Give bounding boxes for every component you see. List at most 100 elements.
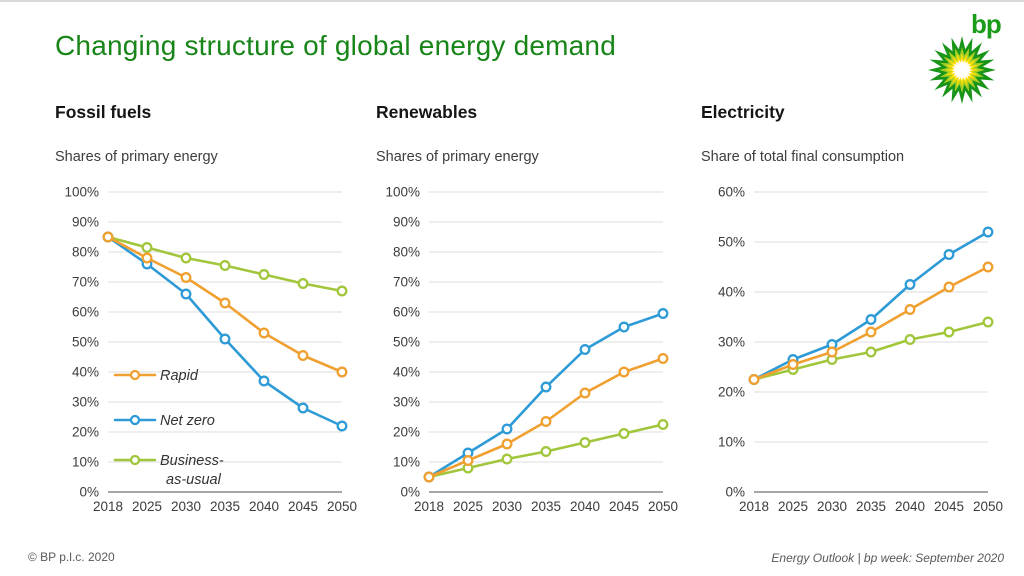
x-axis-tick-label: 2045 [288,499,318,514]
data-point-marker [258,269,270,280]
x-axis-tick-label: 2050 [973,499,1003,514]
y-axis-tick-label: 50% [718,235,745,250]
x-axis-tick-label: 2035 [531,499,561,514]
x-axis-tick-label: 2025 [132,499,162,514]
x-axis-tick-label: 2030 [171,499,201,514]
data-point-marker [787,359,799,370]
data-point-marker [219,333,231,345]
x-axis-tick-label: 2030 [492,499,522,514]
x-axis-tick-label: 2045 [934,499,964,514]
x-axis-tick-label: 2018 [739,499,769,514]
y-axis-tick-label: 0% [400,485,420,500]
y-axis-tick-label: 0% [79,485,99,500]
x-axis-tick-label: 2025 [778,499,808,514]
data-point-marker [579,344,591,355]
data-point-marker [423,471,435,483]
data-point-marker [982,316,994,328]
data-point-marker [501,438,513,450]
x-axis-tick-label: 2035 [210,499,240,514]
x-axis-tick-label: 2050 [327,499,357,514]
y-axis-tick-label: 60% [72,305,99,320]
data-point-marker [618,321,630,333]
y-axis-tick-label: 60% [393,305,420,320]
data-point-marker [982,226,994,238]
y-axis-tick-label: 20% [393,425,420,440]
x-axis-tick-label: 2045 [609,499,639,514]
data-point-marker [865,346,877,358]
y-axis-tick-label: 50% [393,335,420,350]
y-axis-tick-label: 30% [72,395,99,410]
data-point-marker [336,420,348,432]
data-point-marker [219,260,231,271]
data-point-marker [657,353,669,364]
data-point-marker [904,304,916,315]
data-point-marker [180,252,192,264]
data-point-marker [943,281,955,293]
x-axis-tick-label: 2035 [856,499,886,514]
data-point-marker [501,423,513,435]
y-axis-tick-label: 80% [393,245,420,260]
data-point-marker [336,285,348,297]
chart-subtitle: Shares of primary energy [376,149,539,165]
data-point-marker [943,326,955,338]
y-axis-tick-label: 10% [72,455,99,470]
data-point-marker [540,446,552,457]
data-point-marker [579,387,591,399]
fossil-fuels-chart: 0% 10% 20% 30% 40% 50% 60% 70% 80% 90% 100% 2018 202… [64,185,357,515]
panel-renewables: Renewables Shares of primary energy 0% 10… [369,102,679,532]
data-point-marker [141,252,153,264]
legend-label: as-usual [166,472,222,488]
x-axis-tick-label: 2040 [249,499,279,514]
data-point-marker [904,334,916,345]
legend-marker [129,454,141,466]
renewables-chart: 0% 10% 20% 30% 40% 50% 60% 70% 80% 90% 100% 2018 202… [385,185,678,515]
footer-source-text: Energy Outlook | bp week: September 2020 [771,551,1004,565]
x-axis-tick-label: 2025 [453,499,483,514]
legend-label: Net zero [160,413,215,429]
bp-wordmark: bp [971,9,1001,39]
x-axis-tick-label: 2050 [648,499,678,514]
chart-title: Fossil fuels [55,102,152,122]
y-axis-tick-label: 80% [72,245,99,260]
data-point-marker [462,455,474,466]
y-axis-tick-label: 10% [393,455,420,470]
data-point-marker [618,428,630,439]
panel-electricity: Electricity Share of total final consump… [694,102,1004,532]
electricity-chart: 0% 10% 20% 30% 40% 50% 60% 2018 2025 2030 2035 2040… [718,185,1003,515]
x-axis-tick-label: 2018 [93,499,123,514]
data-point-marker [102,231,114,243]
page-title: Changing structure of global energy dema… [55,30,616,61]
data-point-marker [865,326,877,338]
x-axis-tick-label: 2018 [414,499,444,514]
data-point-marker [865,314,877,325]
data-point-marker [258,327,270,339]
legend-marker [129,369,141,381]
data-point-marker [982,261,994,273]
y-axis-tick-label: 100% [385,185,420,200]
data-point-marker [180,272,192,283]
panel-fossil-fuels: Fossil fuels Shares of primary energy 0%… [48,102,358,532]
y-axis-tick-label: 20% [72,425,99,440]
legend-label: Business- [160,453,224,469]
y-axis-tick-label: 50% [72,335,99,350]
legend-label: Rapid [160,368,199,384]
helios-center [954,62,970,78]
data-point-marker [904,279,916,290]
bp-helios-icon [928,36,996,104]
chart-title: Renewables [376,102,478,122]
data-point-marker [540,416,552,427]
y-axis-tick-label: 10% [718,435,745,450]
y-axis-tick-label: 100% [64,185,99,200]
data-point-marker [141,242,153,253]
chart-title: Electricity [701,102,785,122]
data-point-marker [748,374,760,385]
data-point-marker [540,381,552,393]
legend-marker [129,414,141,426]
y-axis-tick-label: 60% [718,185,745,200]
y-axis-tick-label: 40% [718,285,745,300]
data-point-marker [501,453,513,465]
y-axis-tick-label: 20% [718,385,745,400]
y-axis-tick-label: 40% [393,365,420,380]
y-axis-tick-label: 0% [725,485,745,500]
